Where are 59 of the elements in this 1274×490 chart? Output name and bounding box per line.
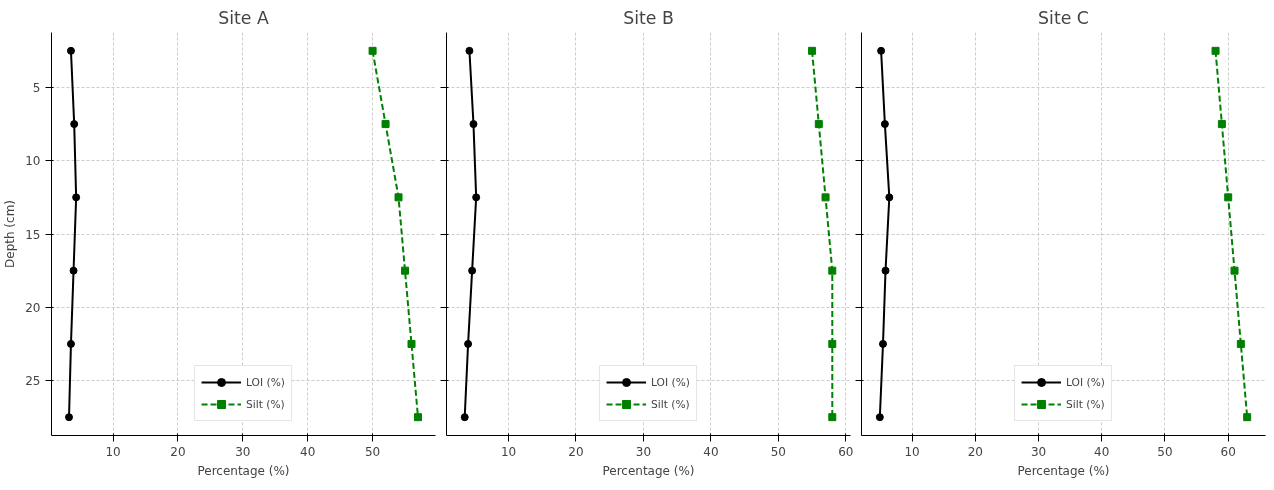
x-axis-title: Percentage (%) bbox=[197, 463, 290, 478]
point bbox=[1243, 413, 1252, 422]
x-tick-label: 60 bbox=[838, 444, 854, 459]
y-tick-label: 15 bbox=[25, 227, 41, 242]
y-tick-label: 5 bbox=[32, 80, 41, 95]
x-tick-label: 50 bbox=[1157, 444, 1173, 459]
point bbox=[464, 339, 473, 348]
point bbox=[880, 120, 889, 129]
chart-title: Site A bbox=[218, 7, 269, 28]
point bbox=[472, 193, 481, 202]
x-axis-title: Percentage (%) bbox=[1017, 463, 1110, 478]
point bbox=[468, 266, 477, 275]
point bbox=[821, 193, 830, 202]
x-tick-label: 50 bbox=[770, 444, 786, 459]
point bbox=[1224, 193, 1233, 202]
chart-title: Site B bbox=[623, 7, 674, 28]
x-tick-label: 40 bbox=[1094, 444, 1110, 459]
point bbox=[828, 413, 837, 422]
x-axis-title: Percentage (%) bbox=[602, 463, 695, 478]
point bbox=[1236, 339, 1245, 348]
y-tick-label: 20 bbox=[25, 300, 41, 315]
legend-label: LOI (%) bbox=[1066, 375, 1105, 389]
point bbox=[885, 193, 894, 202]
point bbox=[828, 339, 837, 348]
point bbox=[469, 120, 478, 129]
x-tick-label: 50 bbox=[364, 444, 381, 459]
x-tick-label: 10 bbox=[500, 444, 517, 459]
chart-title: Site C bbox=[1038, 7, 1089, 28]
point bbox=[814, 120, 823, 129]
point bbox=[465, 46, 474, 55]
legend-label: LOI (%) bbox=[651, 375, 690, 389]
x-tick-label: 40 bbox=[300, 444, 316, 459]
x-tick-label: 10 bbox=[105, 444, 121, 459]
y-tick-label: 10 bbox=[25, 154, 41, 169]
y-tick-label: 25 bbox=[25, 374, 41, 389]
x-tick-label: 40 bbox=[703, 444, 719, 459]
point bbox=[808, 46, 817, 55]
x-tick-label: 10 bbox=[904, 444, 920, 459]
x-tick-label: 30 bbox=[235, 444, 251, 459]
point bbox=[875, 413, 884, 422]
x-tick-label: 60 bbox=[1220, 444, 1236, 459]
point bbox=[881, 266, 890, 275]
x-tick-label: 30 bbox=[1030, 444, 1047, 459]
point bbox=[460, 413, 469, 422]
legend-label: Silt (%) bbox=[651, 397, 690, 411]
legend-label: Silt (%) bbox=[1066, 397, 1105, 411]
point bbox=[1230, 266, 1239, 275]
legend-label: LOI (%) bbox=[246, 375, 285, 389]
x-tick-label: 20 bbox=[170, 444, 186, 459]
point bbox=[879, 339, 887, 348]
point bbox=[1211, 46, 1220, 55]
x-tick-label: 20 bbox=[967, 444, 983, 459]
point bbox=[828, 266, 837, 275]
x-tick-label: 30 bbox=[635, 444, 652, 459]
point bbox=[877, 46, 886, 55]
x-tick-label: 20 bbox=[568, 444, 584, 459]
legend-label: Silt (%) bbox=[246, 397, 285, 411]
point bbox=[1217, 120, 1226, 129]
y-axis-title: Depth (cm) bbox=[3, 199, 18, 269]
